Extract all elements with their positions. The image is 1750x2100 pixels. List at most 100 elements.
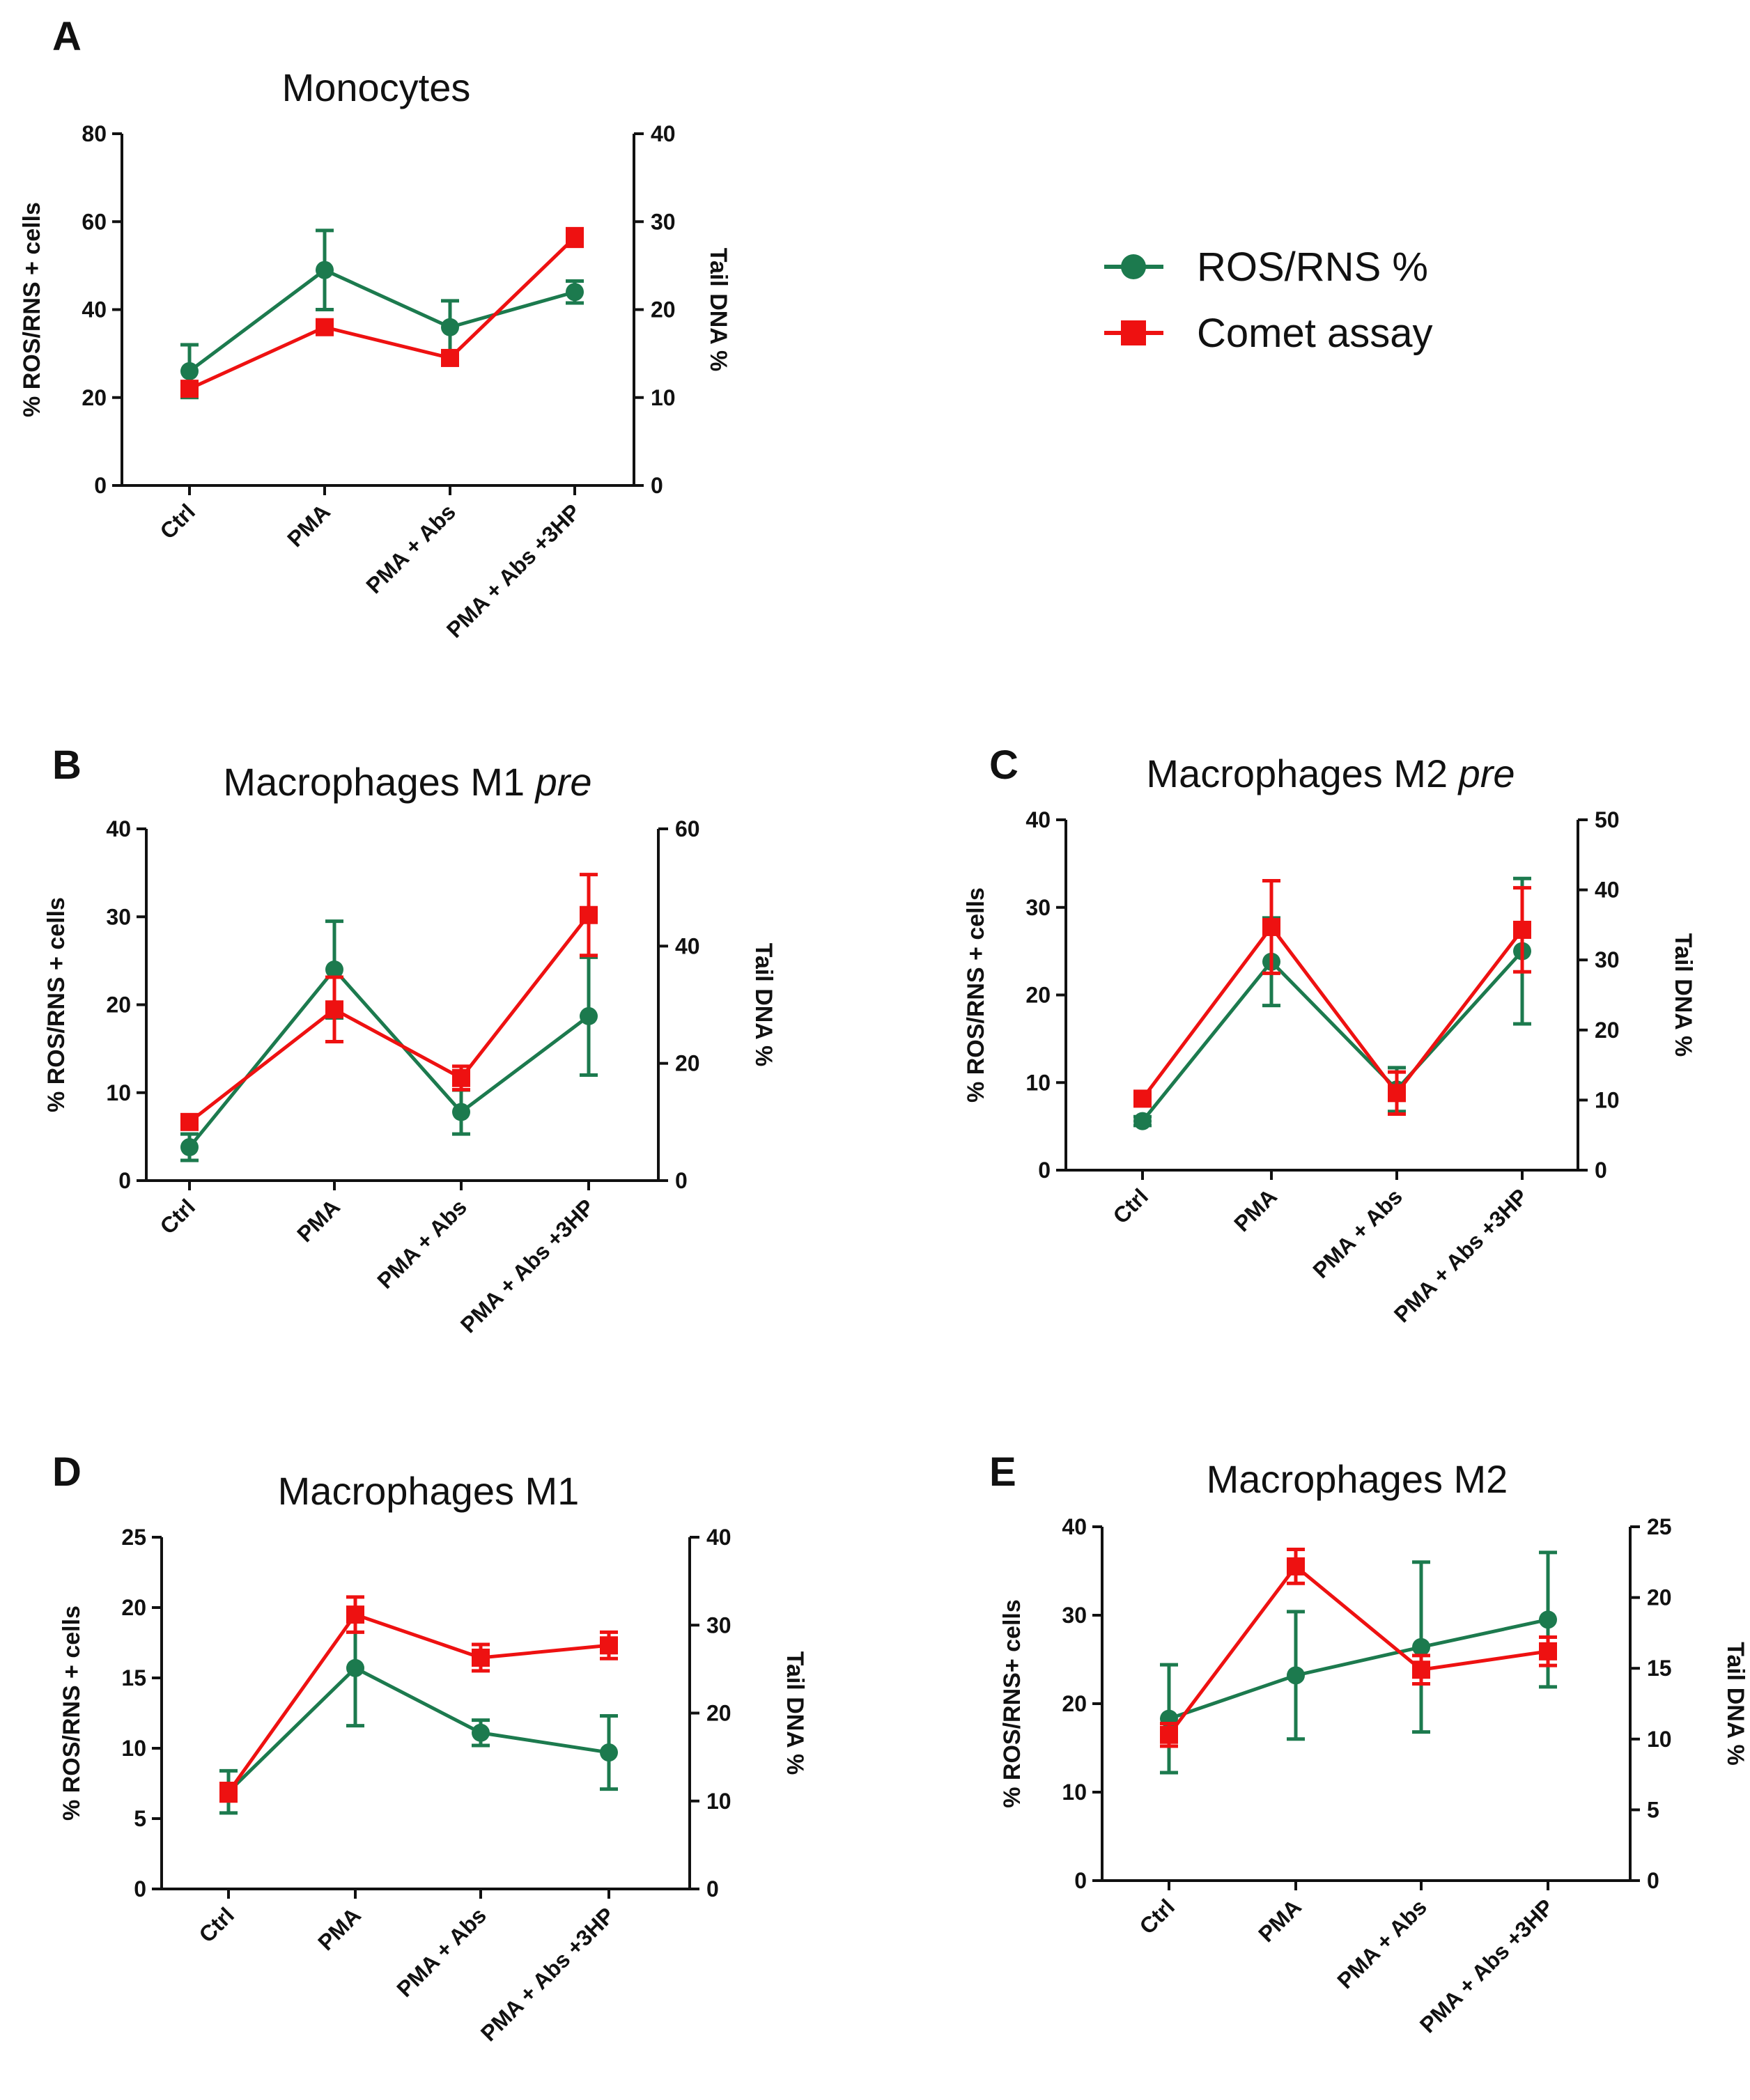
left-tick-label: 0 — [94, 473, 107, 498]
legend-label: ROS/RNS % — [1197, 244, 1428, 290]
data-point-square — [346, 1605, 364, 1624]
left-tick-label: 20 — [1062, 1691, 1087, 1716]
series-ros — [180, 228, 584, 400]
panel-letter: A — [52, 14, 82, 59]
left-tick-label: 20 — [106, 993, 131, 1018]
left-tick-label: 20 — [82, 385, 107, 410]
right-tick-label: 30 — [706, 1612, 731, 1638]
category-label: PMA — [1253, 1894, 1306, 1947]
chart-title: Monocytes — [282, 65, 471, 109]
left-tick-label: 60 — [82, 209, 107, 234]
data-point-square — [580, 905, 598, 924]
data-point-circle — [1539, 1610, 1557, 1629]
left-tick-label: 10 — [1062, 1780, 1087, 1805]
data-point-circle — [180, 1138, 199, 1157]
chart-title: Macrophages M2 pre — [1146, 752, 1515, 795]
category-label: PMA + Abs +3HP — [1415, 1894, 1558, 2037]
category-label: Ctrl — [194, 1902, 239, 1947]
right-tick-label: 30 — [651, 209, 676, 234]
series-line — [1168, 1617, 1549, 1720]
left-tick-label: 5 — [134, 1806, 146, 1831]
category-label: PMA + Abs +3HP — [442, 499, 585, 642]
left-tick-label: 40 — [106, 816, 131, 841]
series-ros — [1160, 1550, 1557, 1775]
data-point-square — [1388, 1084, 1406, 1103]
category-label: PMA — [313, 1902, 366, 1955]
chart-panel-a: A Monocytes 0 20 40 60 80 0 10 20 30 40 Ctrl PMA PMA +… — [19, 14, 731, 643]
data-point-circle — [472, 1723, 490, 1742]
left-tick-label: 15 — [121, 1665, 146, 1690]
right-tick-label: 20 — [1595, 1018, 1620, 1043]
category-label: Ctrl — [1135, 1894, 1179, 1938]
left-tick-label: 0 — [1074, 1868, 1087, 1893]
category-label: PMA + Abs — [1308, 1183, 1407, 1283]
right-tick-label: 0 — [1647, 1868, 1659, 1893]
left-tick-label: 0 — [118, 1168, 131, 1193]
category-label: Ctrl — [155, 1194, 200, 1238]
series-line — [188, 236, 576, 391]
chart-panel-b: B Macrophages M1 pre 0 10 20 30 40 0 20 40 60 Ctrl P… — [43, 742, 777, 1338]
panel-letter: E — [989, 1449, 1016, 1495]
series-comet — [180, 226, 584, 398]
legend-marker-square — [1121, 320, 1146, 345]
data-point-square — [1133, 1089, 1152, 1108]
data-point-square — [180, 380, 199, 398]
panel-letter: C — [989, 742, 1019, 788]
left-tick-label: 10 — [1025, 1070, 1051, 1095]
data-point-circle — [1287, 1666, 1305, 1685]
right-tick-label: 30 — [1595, 947, 1620, 972]
chart-title-italic: pre — [534, 760, 592, 804]
left-tick-label: 20 — [1025, 983, 1051, 1008]
series-line — [226, 1612, 610, 1794]
data-point-square — [472, 1648, 490, 1667]
y-axis-label: % ROS/RNS + cells — [59, 1605, 85, 1821]
chart-title-main: Macrophages M2 — [1146, 752, 1458, 795]
left-tick-label: 30 — [106, 904, 131, 929]
data-point-circle — [180, 361, 199, 380]
right-tick-label: 40 — [675, 933, 700, 958]
y2-axis-label: Tail DNA % — [705, 248, 731, 372]
series-ros — [1133, 876, 1531, 1130]
series-comet — [1160, 1548, 1557, 1748]
legend-item-ros: ROS/RNS % — [1104, 244, 1428, 290]
data-point-square — [219, 1783, 238, 1802]
legend-marker-circle — [1121, 254, 1146, 279]
chart-title-main: Macrophages M2 — [1207, 1457, 1508, 1501]
axes — [160, 1537, 691, 1890]
category-label: PMA + Abs — [361, 499, 460, 598]
left-tick-label: 0 — [134, 1876, 146, 1901]
right-tick-label: 10 — [651, 385, 676, 410]
legend-item-comet: Comet assay — [1104, 311, 1432, 356]
data-point-square — [1160, 1725, 1178, 1744]
chart-title: Macrophages M2 — [1207, 1457, 1508, 1501]
axes — [121, 134, 635, 487]
category-label: PMA — [1229, 1183, 1282, 1236]
left-tick-label: 40 — [82, 297, 107, 322]
panel-letter: B — [52, 742, 82, 788]
data-point-square — [452, 1068, 470, 1087]
category-label: PMA + Abs +3HP — [456, 1194, 599, 1337]
y-axis-label: % ROS/RNS + cells — [963, 887, 989, 1103]
series-line — [1141, 924, 1524, 1100]
data-point-circle — [600, 1743, 618, 1762]
right-tick-label: 60 — [675, 816, 700, 841]
data-point-circle — [566, 283, 584, 302]
right-tick-label: 0 — [706, 1876, 719, 1901]
legend-label: Comet assay — [1197, 311, 1432, 356]
chart-panel-c: C Macrophages M2 pre 0 10 20 30 40 0 10 20 30 40 50 C… — [963, 742, 1696, 1328]
category-label: PMA + Abs +3HP — [476, 1902, 619, 2046]
data-point-square — [180, 1112, 199, 1131]
data-point-square — [441, 348, 459, 367]
left-tick-label: 40 — [1062, 1514, 1087, 1539]
right-tick-label: 10 — [706, 1789, 731, 1814]
series-line — [227, 1665, 610, 1794]
panels: A Monocytes 0 20 40 60 80 0 10 20 30 40 Ctrl PMA PMA +… — [19, 14, 1749, 2046]
left-tick-label: 25 — [121, 1525, 146, 1550]
chart-panel-d: D Macrophages M1 0 5 10 15 20 25 0 10 20 30 40 Ctrl PM… — [52, 1449, 808, 2046]
data-point-circle — [316, 260, 334, 279]
right-tick-label: 20 — [1647, 1585, 1672, 1610]
series-line — [188, 914, 590, 1123]
right-tick-label: 15 — [1647, 1656, 1672, 1681]
left-tick-label: 30 — [1062, 1603, 1087, 1628]
